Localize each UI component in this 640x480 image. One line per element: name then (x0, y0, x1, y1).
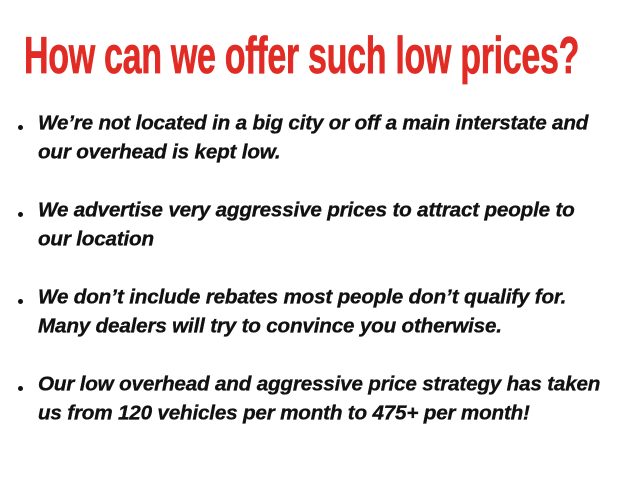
bullet-line: Many dealers will try to convince you ot… (38, 313, 502, 338)
bullet-dot-icon (18, 125, 23, 130)
bullet-line: We advertise very aggressive prices to a… (38, 197, 575, 222)
bullet-line: our location (38, 226, 154, 251)
bullet-list: We’re not located in a big city or off a… (0, 108, 640, 456)
bullet-dot-icon (18, 212, 23, 217)
list-item: We advertise very aggressive prices to a… (0, 195, 640, 282)
bullet-text: We advertise very aggressive prices to a… (38, 195, 625, 253)
list-item: Our low overhead and aggressive price st… (0, 369, 640, 456)
bullet-dot-icon (18, 299, 23, 304)
title-block: How can we offer such low prices? (24, 30, 624, 84)
bullet-text: We’re not located in a big city or off a… (38, 108, 625, 166)
bullet-line: our overhead is kept low. (38, 139, 281, 164)
bullet-line: We’re not located in a big city or off a… (38, 110, 589, 135)
bullet-line: us from 120 vehicles per month to 475+ p… (38, 400, 530, 425)
bullet-dot-icon (18, 386, 23, 391)
list-item: We’re not located in a big city or off a… (0, 108, 640, 195)
page-title: How can we offer such low prices? (24, 27, 580, 85)
bullet-line: We don’t include rebates most people don… (38, 284, 567, 309)
bullet-text: Our low overhead and aggressive price st… (38, 369, 625, 427)
bullet-text: We don’t include rebates most people don… (38, 282, 625, 340)
list-item: We don’t include rebates most people don… (0, 282, 640, 369)
bullet-line: Our low overhead and aggressive price st… (38, 371, 601, 396)
